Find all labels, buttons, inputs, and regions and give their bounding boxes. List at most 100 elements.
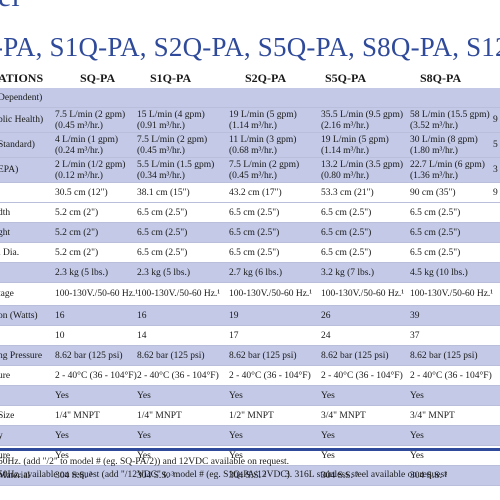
spec-row-diameter: l Dia. 5.2 cm (2") 6.5 cm (2.5") 6.5 cm (2.… [0, 243, 500, 263]
spec-cell: 5.5 L/min (1.5 gpm) (0.34 m³/hr.) [137, 159, 215, 181]
spec-cell: 19 [229, 310, 239, 321]
page-title-partial: el [0, 0, 20, 12]
spec-cell: Yes [137, 390, 151, 401]
spec-row-weight: 2.3 kg (5 lbs.) 2.3 kg (5 lbs.) 2.7 kg (6 … [0, 263, 500, 283]
spec-cell: 7.5 L/min (2 gpm) (0.45 m³/hr.) [137, 134, 208, 156]
spec-cell: 304 S.S. ³ [137, 470, 175, 481]
spec-cell: 37 [410, 330, 420, 341]
spec-cell: 3/4" MNPT [321, 410, 366, 421]
footnote-2: 50Hz. available on request (add "/12VDC"… [0, 470, 290, 480]
row-divider [0, 345, 500, 346]
spec-cell: 38.1 cm (15") [137, 187, 190, 198]
spec-cell: 2 - 40°C (36 - 104°F) [55, 370, 137, 381]
spec-cell: 43.2 cm (17") [229, 187, 282, 198]
spec-cell: 6.5 cm (2.5") [410, 247, 461, 258]
row-divider [0, 485, 500, 486]
row-label: blic Health) [0, 115, 44, 125]
spec-cell: 100-130V./50-60 Hz.¹ [55, 289, 139, 299]
row-divider [0, 202, 500, 203]
spec-cell: 304 S.S. ³ [55, 470, 93, 481]
spec-row-flow-public-health: blic Health) 7.5 L/min (2 gpm) (0.45 m³/h… [0, 108, 500, 133]
row-label: l Dia. [0, 247, 20, 258]
row-divider [0, 465, 500, 466]
row-divider [0, 222, 500, 223]
bottom-rule [0, 448, 500, 451]
spec-cell: 6.5 cm (2.5") [321, 207, 372, 218]
row-divider [0, 445, 500, 446]
spec-cell: Yes [229, 430, 243, 441]
spec-cell: 4.5 kg (10 lbs.) [410, 267, 468, 278]
row-divider [0, 132, 500, 133]
spec-row-height: ght 5.2 cm (2") 6.5 cm (2.5") 6.5 cm (2.5")… [0, 223, 500, 243]
spec-cell: 6.5 cm (2.5") [137, 207, 188, 218]
spec-cell: 5.2 cm (2") [55, 227, 99, 238]
row-label: Dependent) [0, 92, 43, 103]
spec-cell: 9 [493, 115, 498, 125]
row-divider [0, 405, 500, 406]
spec-row-row-12: 10 14 17 24 37 [0, 326, 500, 346]
footnote-1: 50Hz. (add "/2" to model # (eg. SQ-PA/2)… [0, 457, 290, 467]
spec-cell: 2 - 40°C (36 - 104°F) [137, 370, 219, 381]
spec-cell: Yes [321, 450, 335, 461]
spec-cell: 5.2 cm (2") [55, 207, 99, 218]
spec-cell: Yes [229, 450, 243, 461]
spec-cell: 2 - 40°C (36 - 104°F) [410, 370, 492, 381]
row-label: ng Pressure [0, 350, 43, 361]
model-header-sq-pa: SQ-PA [80, 71, 116, 85]
spec-cell: 3 [493, 165, 498, 175]
spec-cell: 10 [55, 330, 65, 341]
spec-cell: Yes [321, 390, 335, 401]
spec-cell: 100-130V./50-60 Hz.¹ [229, 289, 313, 299]
row-label: Size [0, 410, 15, 421]
spec-cell: 2.7 kg (6 lbs.) [229, 267, 283, 278]
row-label: EPA) [0, 165, 19, 175]
spec-cell: 6.5 cm (2.5") [410, 207, 461, 218]
spec-cell: 19 L/min (5 gpm) (1.14 m³/hr.) [229, 109, 297, 131]
spec-cell: 11 L/min (3 gpm) (0.68 m³/hr.) [229, 134, 297, 156]
spec-table-header: ATIONS SQ-PA S1Q-PA S2Q-PA S5Q-PA S8Q-PA [0, 68, 500, 88]
model-header-s1q-pa: S1Q-PA [150, 71, 192, 85]
row-label: Standard) [0, 140, 35, 150]
row-divider [0, 107, 500, 108]
spec-row-width: dth 5.2 cm (2") 6.5 cm (2.5") 6.5 cm (2.5")… [0, 203, 500, 223]
spec-cell: Yes [410, 450, 424, 461]
spec-cell: 6.5 cm (2.5") [137, 227, 188, 238]
spec-cell: 8.62 bar (125 psi) [321, 350, 389, 361]
spec-cell: 304 S.S. ³ [229, 470, 267, 481]
spec-row-operating-pressure: ng Pressure 8.62 bar (125 psi) 8.62 bar (1… [0, 346, 500, 366]
spec-cell: 100-130V./50-60 Hz.¹ [137, 289, 221, 299]
spec-cell: 6.5 cm (2.5") [229, 227, 280, 238]
spec-cell: 304 S.S. ³ [321, 470, 359, 481]
footnote-3: 3. 316L stainless steel available on req… [285, 470, 447, 480]
spec-cell: 90 cm (35") [410, 187, 456, 198]
row-label: y [0, 430, 3, 441]
spec-row-voltage: tage100-130V./50-60 Hz.¹100-130V./50-60 … [0, 283, 500, 306]
spec-cell: Yes [137, 430, 151, 441]
row-label: ure [0, 370, 11, 381]
spec-cell: 6.5 cm (2.5") [321, 247, 372, 258]
row-label: on (Watts) [0, 310, 38, 321]
spec-cell: 304 S.S. ³ [410, 470, 448, 481]
spec-row-material: Material 304 S.S. ³ 304 S.S. ³ 304 S.S. ³ 30… [0, 466, 500, 486]
spec-cell: 100-130V./50-60 Hz.¹ [321, 289, 405, 299]
spec-cell: 4 L/min (1 gpm) (0.24 m³/hr.) [55, 134, 119, 156]
spec-cell: Yes [410, 430, 424, 441]
spec-row-port-size: Size 1/4" MNPT 1/4" MNPT 1/2" MNPT 3/4" MNPT… [0, 406, 500, 426]
spec-cell: Yes [55, 390, 69, 401]
spec-cell: 30.5 cm (12") [55, 187, 108, 198]
spec-cell: 9 [493, 187, 498, 198]
spec-cell: Yes [55, 450, 69, 461]
spec-cell: 6.5 cm (2.5") [321, 227, 372, 238]
spec-cell: 2 - 40°C (36 - 104°F) [229, 370, 311, 381]
row-divider [0, 305, 500, 306]
row-divider [0, 242, 500, 243]
spec-cell: 19 L/min (5 gpm) (1.14 m³/hr.) [321, 134, 389, 156]
model-header-s8q-pa: S8Q-PA [420, 71, 462, 85]
row-divider [0, 385, 500, 386]
model-header-s5q-pa: S5Q-PA [325, 71, 367, 85]
spec-cell: 2 - 40°C (36 - 104°F) [321, 370, 403, 381]
spec-cell: 26 [321, 310, 331, 321]
row-label: ght [0, 227, 11, 238]
row-divider [0, 182, 500, 183]
spec-cell: 2.3 kg (5 lbs.) [137, 267, 191, 278]
